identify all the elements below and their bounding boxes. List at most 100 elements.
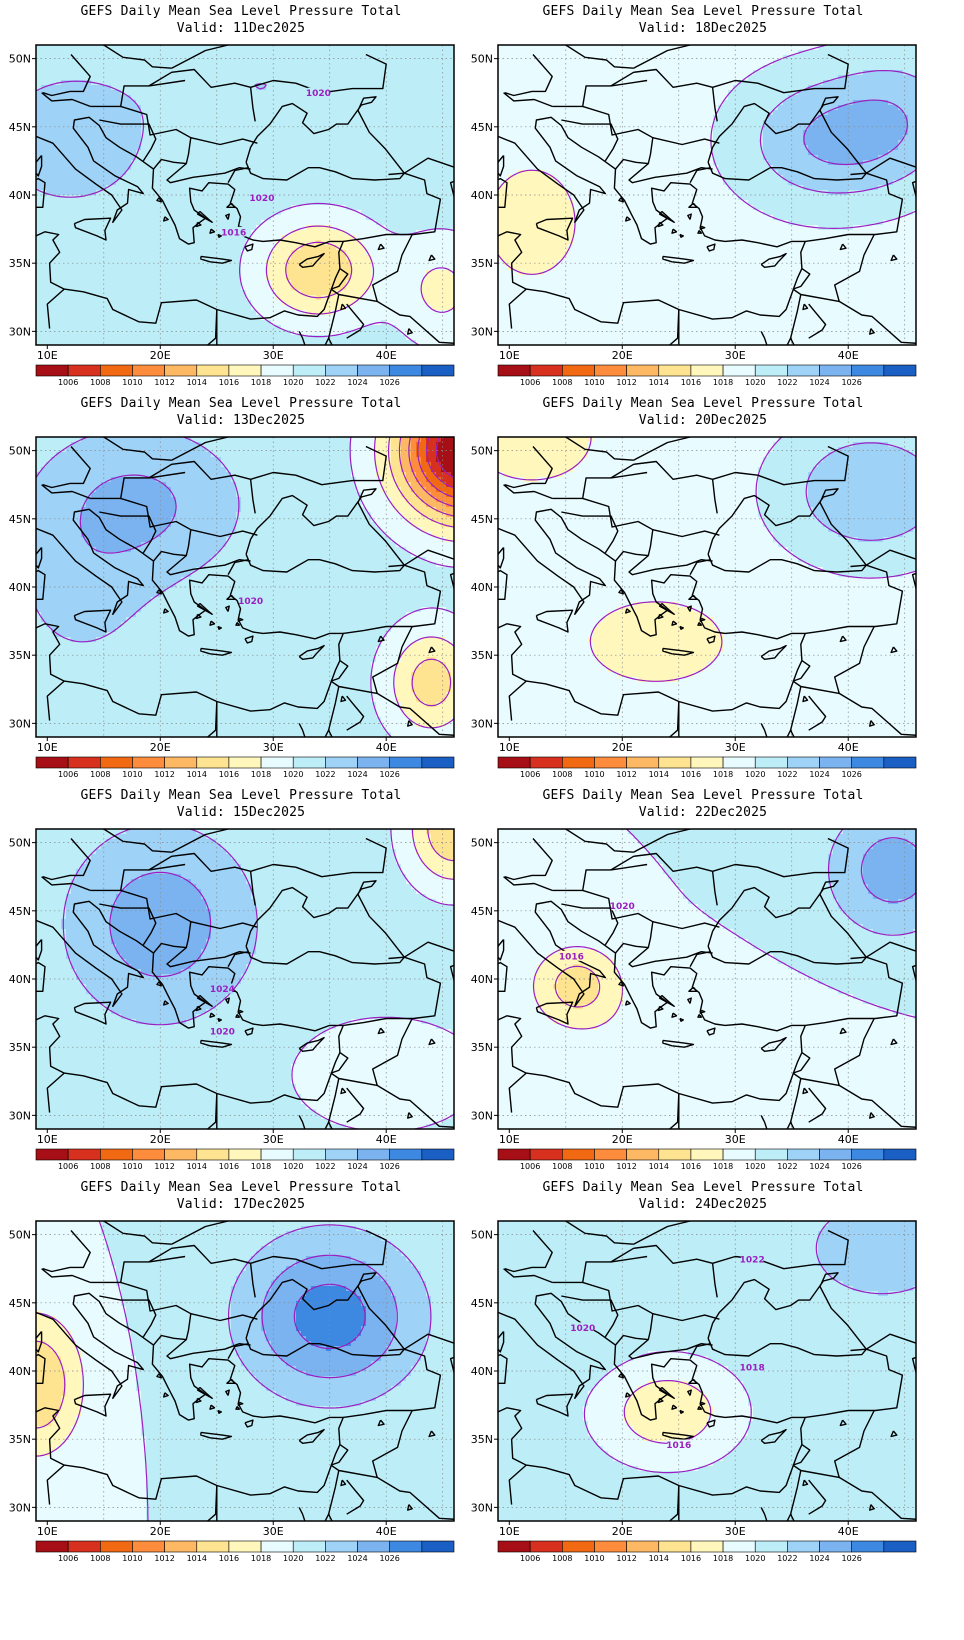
colorbar-label: 1022 bbox=[315, 378, 335, 387]
colorbar-label: 1010 bbox=[584, 1554, 604, 1563]
colorbar-swatch bbox=[754, 1148, 788, 1161]
panel-valid-date: Valid: 22Dec2025 bbox=[462, 805, 944, 820]
colorbar-label: 1024 bbox=[347, 770, 367, 779]
colorbar-swatch bbox=[722, 1540, 756, 1553]
colorbar-swatch bbox=[357, 1540, 390, 1553]
colorbar-swatch bbox=[196, 1148, 230, 1161]
colorbar-label: 1024 bbox=[347, 1162, 367, 1171]
colorbar-swatch bbox=[164, 756, 198, 769]
pressure-fill bbox=[498, 1221, 917, 1522]
colorbar-label: 1016 bbox=[681, 378, 701, 387]
lat-tick-label: 30N bbox=[471, 1501, 493, 1514]
panel-valid-date: Valid: 17Dec2025 bbox=[0, 1197, 482, 1212]
colorbar-label: 1010 bbox=[122, 770, 142, 779]
colorbar-label: 1022 bbox=[315, 1162, 335, 1171]
colorbar-label: 1008 bbox=[552, 770, 572, 779]
colorbar-label: 1012 bbox=[616, 1554, 636, 1563]
colorbar-swatch bbox=[562, 1540, 595, 1553]
colorbar-label: 1014 bbox=[187, 1162, 207, 1171]
colorbar: 1006 1008 1010 1012 1014 1016 1018 1020 1022 1024… bbox=[497, 756, 917, 779]
colorbar-label: 1010 bbox=[584, 378, 604, 387]
colorbar-label: 1020 bbox=[283, 1554, 303, 1563]
colorbar-swatch bbox=[325, 1148, 358, 1161]
lon-tick-label: 30E bbox=[263, 741, 284, 754]
colorbar-swatch bbox=[754, 1540, 788, 1553]
colorbar-label: 1014 bbox=[649, 1162, 669, 1171]
colorbar-label: 1020 bbox=[745, 1162, 765, 1171]
colorbar-swatch bbox=[196, 1540, 230, 1553]
colorbar-swatch bbox=[562, 364, 595, 377]
colorbar-label: 1008 bbox=[90, 378, 110, 387]
lon-tick-label: 40E bbox=[838, 741, 859, 754]
colorbar-swatch bbox=[883, 1148, 917, 1161]
colorbar-swatch bbox=[67, 756, 101, 769]
colorbar-swatch bbox=[292, 756, 326, 769]
graticule bbox=[36, 45, 454, 345]
colorbar-swatch bbox=[132, 364, 165, 377]
colorbar-swatch bbox=[497, 1148, 531, 1161]
lat-tick-label: 40N bbox=[471, 1365, 493, 1378]
colorbar-swatch bbox=[35, 1148, 69, 1161]
colorbar-swatch bbox=[690, 1148, 724, 1161]
lon-tick-label: 10E bbox=[37, 1133, 58, 1146]
contour-label: 1020 bbox=[570, 1324, 595, 1334]
panel-title: GEFS Daily Mean Sea Level Pressure Total bbox=[0, 396, 482, 411]
lat-tick-label: 50N bbox=[9, 445, 31, 458]
colorbar-swatch bbox=[883, 364, 917, 377]
lon-tick-label: 10E bbox=[499, 741, 520, 754]
contour-label: 1016 bbox=[221, 228, 246, 238]
colorbar-label: 1022 bbox=[315, 1554, 335, 1563]
lat-tick-label: 35N bbox=[471, 1433, 493, 1446]
lon-tick-label: 40E bbox=[838, 349, 859, 362]
lat-tick-label: 30N bbox=[471, 1109, 493, 1122]
colorbar-label: 1012 bbox=[154, 378, 174, 387]
colorbar-label: 1006 bbox=[58, 1554, 78, 1563]
colorbar-swatch bbox=[754, 756, 788, 769]
lon-tick-label: 10E bbox=[499, 349, 520, 362]
colorbar-label: 1012 bbox=[616, 770, 636, 779]
coastlines bbox=[36, 437, 454, 737]
colorbar-swatch bbox=[196, 364, 230, 377]
colorbar-swatch bbox=[100, 1148, 133, 1161]
lon-tick-label: 30E bbox=[263, 1525, 284, 1538]
coastlines bbox=[36, 45, 454, 345]
lat-tick-label: 50N bbox=[471, 837, 493, 850]
coastlines bbox=[498, 829, 916, 1129]
lat-tick-label: 45N bbox=[471, 121, 493, 134]
colorbar-label: 1018 bbox=[713, 1162, 733, 1171]
colorbar-swatch bbox=[690, 1540, 724, 1553]
colorbar-label: 1018 bbox=[713, 770, 733, 779]
colorbar-swatch bbox=[357, 756, 390, 769]
colorbar-swatch bbox=[851, 364, 885, 377]
colorbar-label: 1026 bbox=[380, 378, 400, 387]
colorbar-swatch bbox=[35, 1540, 69, 1553]
lat-tick-label: 35N bbox=[9, 649, 31, 662]
colorbar-swatch bbox=[421, 364, 455, 377]
colorbar-label: 1018 bbox=[713, 1554, 733, 1563]
colorbar-label: 1008 bbox=[90, 1162, 110, 1171]
colorbar-swatch bbox=[260, 364, 294, 377]
colorbar-label: 1018 bbox=[251, 1554, 271, 1563]
colorbar-swatch bbox=[100, 756, 133, 769]
colorbar-label: 1008 bbox=[90, 770, 110, 779]
colorbar-swatch bbox=[594, 756, 627, 769]
colorbar-label: 1022 bbox=[315, 770, 335, 779]
colorbar-label: 1020 bbox=[745, 770, 765, 779]
colorbar-swatch bbox=[35, 364, 69, 377]
contour-label: 1024 bbox=[210, 985, 235, 995]
colorbar-swatch bbox=[325, 1540, 358, 1553]
colorbar-swatch bbox=[228, 1148, 262, 1161]
colorbar-swatch bbox=[260, 1540, 294, 1553]
colorbar-label: 1020 bbox=[283, 770, 303, 779]
isobar-lines bbox=[532, 829, 916, 1030]
lon-tick-label: 30E bbox=[263, 1133, 284, 1146]
lat-tick-label: 40N bbox=[9, 581, 31, 594]
colorbar-swatch bbox=[529, 756, 563, 769]
lon-tick-label: 30E bbox=[725, 1133, 746, 1146]
colorbar-label: 1024 bbox=[347, 378, 367, 387]
lat-tick-label: 30N bbox=[9, 325, 31, 338]
colorbar-swatch bbox=[164, 1148, 198, 1161]
lon-tick-label: 30E bbox=[725, 1525, 746, 1538]
pressure-fill bbox=[498, 829, 917, 1130]
